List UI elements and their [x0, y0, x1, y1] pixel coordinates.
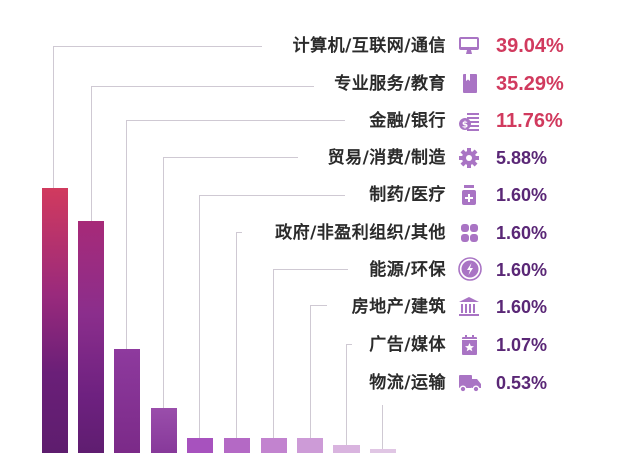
connector-line	[91, 86, 314, 87]
percentage-value: 1.60%	[496, 297, 548, 317]
calendar-star-icon	[458, 335, 480, 355]
bar-pharma-medical	[187, 438, 213, 453]
legend-row: 专业服务/教育 35.29%	[0, 69, 617, 99]
book-icon	[458, 74, 480, 94]
bar-professional-services	[78, 221, 104, 453]
category-label: 政府/非盈利组织/其他	[275, 223, 446, 243]
medicine-bottle-icon	[458, 185, 480, 205]
percentage-value: 1.07%	[496, 335, 548, 355]
connector-line	[91, 86, 92, 221]
legend-row: 贸易/消费/制造 5.88%	[0, 143, 617, 173]
percentage-value: 5.88%	[496, 148, 548, 168]
coins-icon: $	[458, 111, 480, 131]
percentage-value: 1.60%	[496, 185, 548, 205]
category-label: 计算机/互联网/通信	[292, 36, 446, 56]
legend-row: 计算机/互联网/通信 39.04%	[0, 31, 617, 61]
connector-line	[236, 232, 242, 233]
bar-advertising-media	[333, 445, 360, 453]
bar-government-nonprofit	[224, 438, 250, 453]
connector-line	[53, 46, 54, 188]
connector-line	[273, 269, 274, 438]
bar-logistics	[370, 449, 396, 453]
connector-line	[163, 157, 298, 158]
percentage-value: 1.60%	[496, 223, 548, 243]
connector-line	[199, 195, 200, 438]
monitor-icon	[458, 36, 480, 56]
connector-line	[199, 195, 345, 196]
legend-row: 房地产/建筑 1.60%	[0, 292, 617, 322]
legend-row: 广告/媒体 1.07%	[0, 330, 617, 360]
connector-line	[382, 405, 383, 449]
percentage-value: 11.76%	[496, 110, 563, 132]
bar-computer-internet	[42, 188, 68, 453]
clover-icon	[458, 223, 480, 243]
category-label: 物流/运输	[369, 373, 446, 393]
connector-line	[163, 157, 164, 408]
legend-row: 政府/非盈利组织/其他 1.60%	[0, 218, 617, 248]
percentage-value: 1.60%	[496, 260, 548, 280]
legend-row: 能源/环保 1.60%	[0, 255, 617, 285]
bar-energy-environment	[261, 438, 287, 453]
connector-line	[53, 46, 262, 47]
connector-line	[273, 269, 348, 270]
percentage-value: 0.53%	[496, 373, 548, 393]
connector-line	[236, 232, 237, 438]
category-label: 能源/环保	[369, 260, 446, 280]
bar-trade-manufacturing	[151, 408, 177, 453]
legend-row: 金融/银行 $ 11.76%	[0, 106, 617, 136]
connector-line	[310, 305, 327, 306]
category-label: 房地产/建筑	[351, 297, 446, 317]
connector-line	[126, 120, 127, 349]
bar-real-estate	[297, 438, 323, 453]
category-label: 广告/媒体	[369, 335, 446, 355]
connector-line	[346, 344, 347, 445]
svg-text:$: $	[462, 121, 468, 131]
building-icon	[458, 297, 480, 317]
bar-finance-banking	[114, 349, 140, 453]
category-label: 贸易/消费/制造	[327, 148, 446, 168]
percentage-value: 39.04%	[496, 35, 564, 57]
connector-line	[126, 120, 345, 121]
category-label: 制药/医疗	[369, 185, 446, 205]
legend-row: 物流/运输 0.53%	[0, 368, 617, 398]
category-label: 专业服务/教育	[334, 74, 446, 94]
connector-line	[310, 305, 311, 438]
gear-icon	[458, 148, 480, 168]
lightning-icon	[458, 257, 482, 281]
connector-line	[346, 344, 352, 345]
category-label: 金融/银行	[369, 111, 446, 131]
legend-row: 制药/医疗 1.60%	[0, 180, 617, 210]
truck-icon	[458, 373, 481, 393]
percentage-value: 35.29%	[496, 73, 564, 95]
